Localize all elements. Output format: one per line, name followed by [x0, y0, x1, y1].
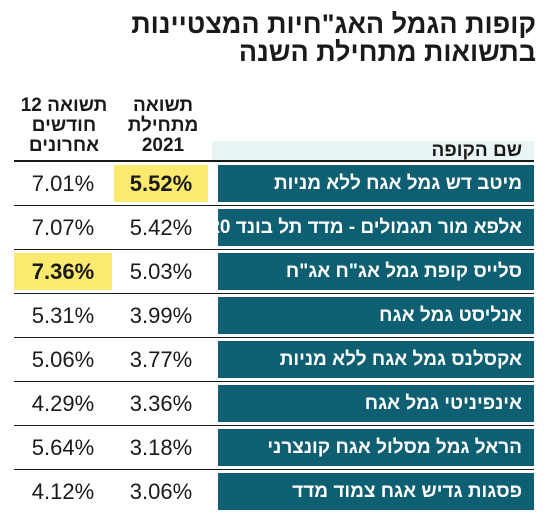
cell-ytd: 3.77% [129, 347, 193, 372]
header-ytd: תשואה מתחילת 2021 [127, 95, 199, 156]
header-12-months: תשואה 12 חודשים אחרונים [20, 95, 108, 156]
cell-ytd: 3.99% [129, 303, 193, 328]
cell-12-months: 4.29% [31, 391, 95, 416]
funds-table: 7.01% 5.52% מיטב דש גמל אגח ללא מניות 7.… [14, 162, 534, 514]
cell-fund-name: מיטב דש גמל אגח ללא מניות [218, 165, 534, 202]
cell-fund-name: אלפא מור תגמולים - מדד תל בונד 20 [209, 209, 534, 246]
cell-fund-name: סלייס קופת גמל אג"ח אג"ח [218, 253, 534, 290]
table-row: 7.07% 5.42% אלפא מור תגמולים - מדד תל בו… [14, 206, 534, 250]
cell-fund-name: פסגות גדיש אגח צמוד מדד [218, 473, 534, 510]
cell-12-months: 7.36% [14, 253, 112, 290]
table-row: 7.36% 5.03% סלייס קופת גמל אג"ח אג"ח [14, 250, 534, 294]
cell-fund-name: הראל גמל מסלול אגח קונצרני [218, 429, 534, 466]
cell-12-months: 5.06% [31, 347, 95, 372]
header-fund-name: שם הקופה [212, 141, 534, 163]
cell-12-months: 4.12% [31, 479, 95, 504]
cell-ytd: 5.52% [114, 165, 208, 202]
cell-12-months: 5.64% [31, 435, 95, 460]
table-row: 7.01% 5.52% מיטב דש גמל אגח ללא מניות [14, 162, 534, 206]
table-row: 4.12% 3.06% פסגות גדיש אגח צמוד מדד [14, 470, 534, 514]
header-divider [14, 160, 534, 162]
table-row: 5.64% 3.18% הראל גמל מסלול אגח קונצרני [14, 426, 534, 470]
cell-fund-name: אינפיניטי גמל אגח [218, 385, 534, 422]
cell-ytd: 5.42% [129, 215, 193, 240]
cell-fund-name: אקסלנס גמל אגח ללא מניות [218, 341, 534, 378]
table-row: 4.29% 3.36% אינפיניטי גמל אגח [14, 382, 534, 426]
cell-12-months: 7.07% [31, 215, 95, 240]
table-row: 5.06% 3.77% אקסלנס גמל אגח ללא מניות [14, 338, 534, 382]
cell-12-months: 5.31% [31, 303, 95, 328]
page-title: קופות הגמל האג"חיות המצטיינות בתשואות מת… [131, 9, 536, 67]
cell-ytd: 3.06% [129, 479, 193, 504]
cell-ytd: 3.36% [129, 391, 193, 416]
cell-ytd: 3.18% [129, 435, 193, 460]
table-row: 5.31% 3.99% אנליסט גמל אגח [14, 294, 534, 338]
cell-12-months: 7.01% [31, 171, 95, 196]
cell-fund-name: אנליסט גמל אגח [218, 297, 534, 334]
cell-ytd: 5.03% [129, 259, 193, 284]
